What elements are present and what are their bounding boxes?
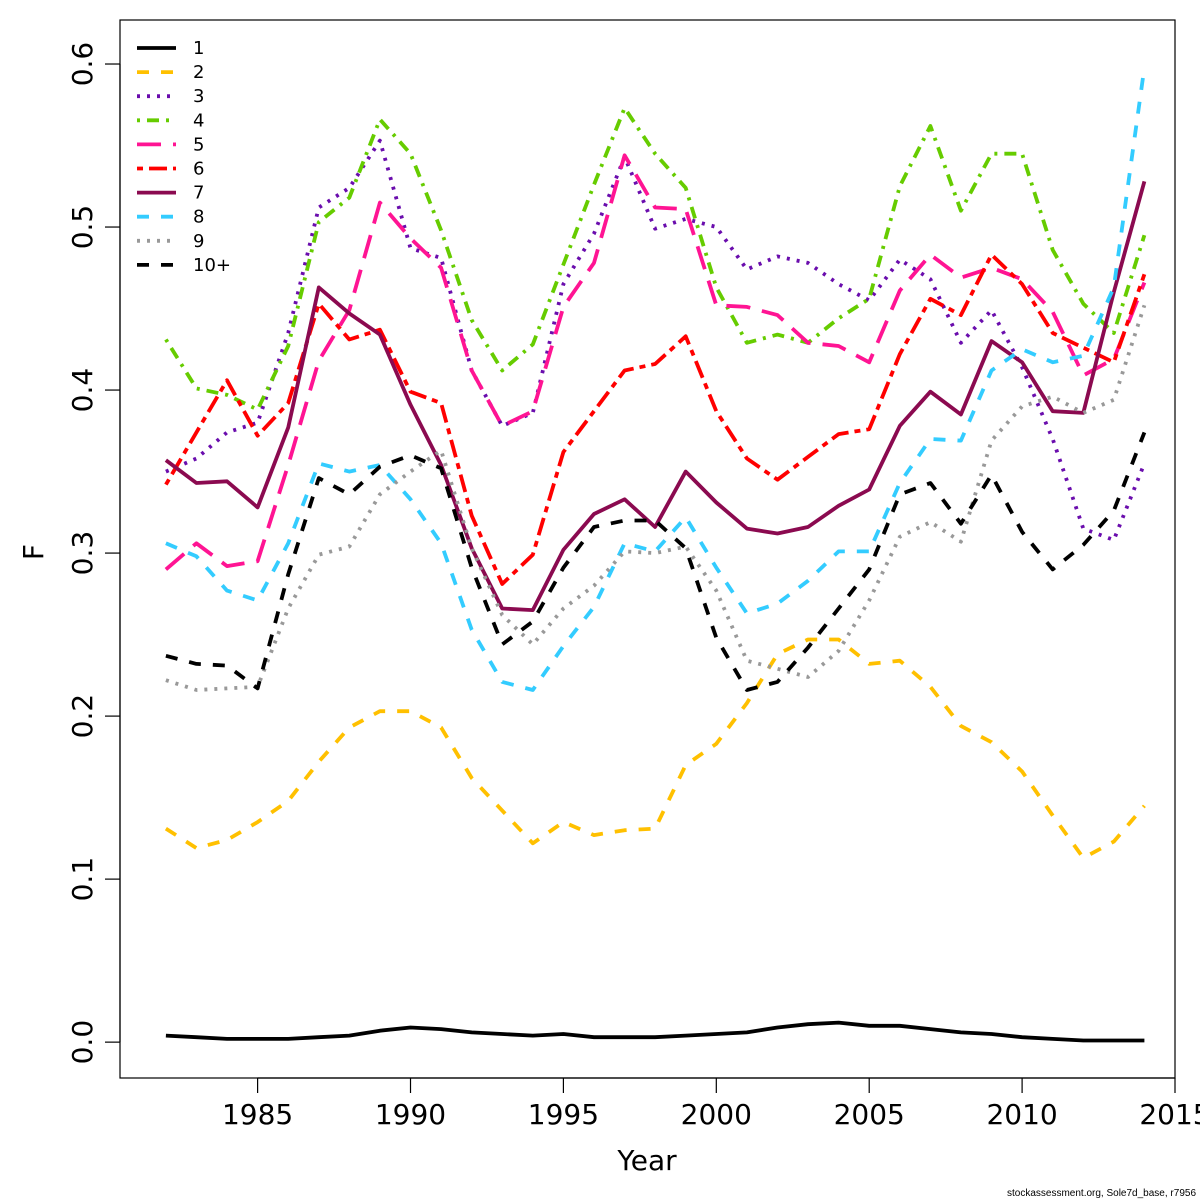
x-axis: 1985 1990 1995 2000 2005 2010 2015 [222,1077,1200,1131]
x-tick-label: 1990 [375,1098,446,1131]
legend: 1 2 3 4 5 6 7 8 9 10+ [137,38,231,276]
series-line-1 [165,1020,1145,1043]
x-axis-title: Year [616,1144,677,1177]
series-line-8 [165,67,1147,692]
y-tick-label: 0.3 [66,531,99,576]
x-tick-label: 1995 [528,1098,599,1131]
series-line-6 [164,252,1147,586]
legend-label: 7 [193,183,204,204]
y-axis: 0.0 0.1 0.2 0.3 0.4 0.5 0.6 [66,42,121,1065]
series-line-7 [164,180,1147,612]
legend-label: 9 [193,231,204,252]
y-tick-label: 0.4 [66,368,99,413]
series-layer [164,67,1147,1043]
y-tick-label: 0.2 [66,694,99,739]
legend-label: 8 [193,207,204,228]
series-line-3 [165,138,1147,542]
legend-label: 6 [193,159,204,180]
series-line-4 [164,106,1147,412]
x-tick-label: 2005 [834,1098,905,1131]
series-line-10plus [165,431,1147,692]
y-axis-title: F [17,544,50,560]
x-tick-label: 2000 [681,1098,752,1131]
x-tick-label: 1985 [222,1098,293,1131]
legend-label: 5 [193,134,204,155]
y-tick-label: 0.1 [66,857,99,902]
credit-text: stockassessment.org, Sole7d_base, r7956 [1007,1188,1196,1199]
series-line-2 [164,637,1146,860]
legend-label: 2 [193,62,204,83]
legend-label: 1 [193,38,204,59]
x-tick-label: 2015 [1139,1098,1200,1131]
legend-label: 10+ [193,255,231,276]
y-tick-label: 0.0 [66,1020,99,1065]
legend-label: 3 [193,86,204,107]
y-tick-label: 0.5 [66,205,99,250]
y-tick-label: 0.6 [66,42,99,87]
legend-label: 4 [193,110,204,131]
x-tick-label: 2010 [986,1098,1057,1131]
series-line-9 [165,304,1147,692]
plot-box [119,19,1176,1079]
